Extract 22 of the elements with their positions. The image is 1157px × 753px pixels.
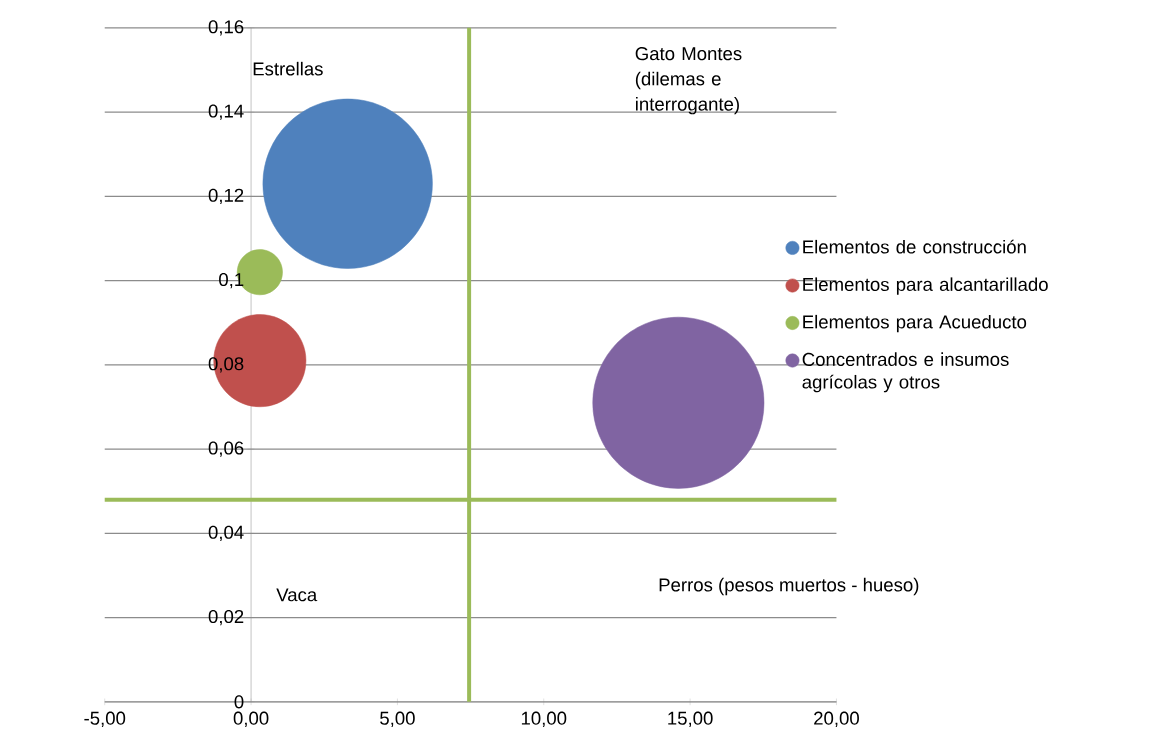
x-tick-label: 5,00	[380, 711, 415, 728]
legend-label: Concentrados e insumos agrícolas y otros	[802, 352, 1009, 393]
legend-label: Elementos de construcción	[803, 239, 1026, 254]
annotation: Gato Montes (dilemas e interrogante)	[635, 47, 742, 115]
annotation: Perros (pesos muertos - hueso)	[659, 578, 919, 596]
x-tick-label: 15,00	[668, 711, 713, 728]
y-tick-label: 0,04	[208, 525, 244, 542]
x-tick-label: 0,00	[233, 711, 269, 728]
annotation: Estrellas	[253, 62, 323, 76]
y-tick-label: 0,12	[208, 188, 244, 205]
legend-label: Elementos para Acueducto	[803, 315, 1027, 333]
x-tick-label: 10,00	[521, 711, 567, 728]
y-tick-label: 0,06	[208, 441, 244, 457]
legend-label: Elementos para alcantarillado	[803, 277, 1048, 295]
annotation: Vaca	[276, 588, 318, 602]
x-tick-label: -5,00	[84, 711, 126, 728]
x-tick-label: 20,00	[814, 711, 859, 728]
y-tick-label: 0,14	[208, 104, 244, 120]
y-tick-label: 0,02	[208, 610, 244, 626]
y-tick-label: 0	[234, 695, 244, 709]
y-tick-label: 0,16	[208, 20, 244, 36]
y-tick-label: 0,08	[208, 357, 244, 373]
